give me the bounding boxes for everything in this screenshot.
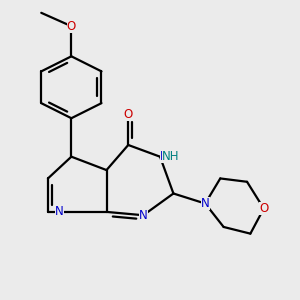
Text: N: N: [201, 197, 210, 210]
Text: N: N: [160, 150, 169, 163]
Text: NH: NH: [162, 150, 179, 163]
Text: O: O: [259, 202, 268, 215]
Text: N: N: [139, 209, 148, 222]
Text: O: O: [124, 108, 133, 122]
Text: O: O: [67, 20, 76, 33]
Text: N: N: [55, 206, 64, 218]
